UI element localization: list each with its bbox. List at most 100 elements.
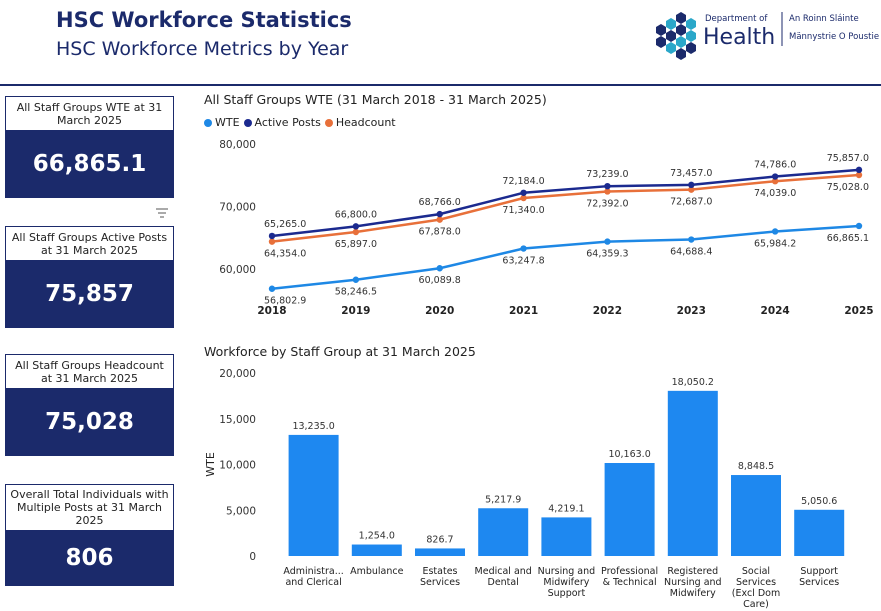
data-label: 75,028.0 (827, 182, 869, 193)
x-tick-label: Medical and (475, 566, 532, 577)
logo-health: Health (703, 25, 775, 50)
data-point[interactable] (352, 276, 360, 283)
x-tick-label: 2025 (844, 305, 873, 317)
x-tick-label: Professional (601, 566, 658, 577)
series-line-active-posts (271, 168, 860, 238)
data-label: 64,688.4 (670, 247, 712, 258)
bar[interactable] (667, 390, 718, 556)
header-divider (0, 84, 881, 86)
x-tick-label: Estates (422, 566, 457, 577)
kpi-label: Overall Total Individuals with Multiple … (5, 484, 174, 530)
data-point[interactable] (771, 173, 779, 180)
x-tick-label: Nursing and (664, 577, 722, 588)
kpi-value: 806 (5, 530, 174, 586)
y-tick-label: 0 (249, 551, 256, 563)
bar[interactable] (478, 508, 529, 556)
data-label: 64,359.3 (586, 249, 628, 260)
data-label: 4,219.1 (548, 503, 584, 514)
bar[interactable] (541, 517, 592, 556)
y-tick-label: 10,000 (219, 460, 256, 472)
data-point[interactable] (688, 181, 695, 189)
kpi-card-wte: All Staff Groups WTE at 31 March 2025 66… (5, 96, 174, 198)
x-tick-label: 2019 (341, 305, 370, 317)
kpi-label: All Staff Groups Headcount at 31 March 2… (5, 354, 174, 388)
data-label: 75,857.0 (827, 153, 869, 164)
y-tick-label: 5,000 (226, 505, 256, 517)
bar[interactable] (794, 509, 845, 556)
x-tick-label: 2020 (425, 305, 454, 317)
x-tick-label: Services (736, 577, 776, 588)
data-point[interactable] (520, 194, 527, 202)
department-of-health-logo: Department of Health An Roinn Sláinte Mä… (656, 12, 879, 60)
data-label: 66,865.1 (827, 233, 869, 244)
filter-icon[interactable] (156, 208, 168, 218)
page-subtitle: HSC Workforce Metrics by Year (56, 38, 349, 60)
data-point[interactable] (352, 223, 360, 230)
data-label: 74,786.0 (754, 160, 796, 171)
legend-dot-icon (324, 118, 333, 127)
series-line-wte (271, 224, 860, 290)
logo-irish: An Roinn Sláinte (789, 14, 859, 24)
kpi-card-multiple-posts: Overall Total Individuals with Multiple … (5, 484, 174, 586)
legend-dot-icon (204, 118, 212, 127)
data-point[interactable] (268, 238, 276, 245)
bar[interactable] (731, 475, 781, 556)
x-tick-label: Midwifery (670, 588, 716, 599)
data-point[interactable] (855, 222, 863, 230)
data-point[interactable] (436, 216, 443, 223)
data-point[interactable] (855, 166, 863, 174)
data-point[interactable] (771, 177, 779, 185)
data-label: 5,050.6 (801, 496, 837, 507)
data-point[interactable] (520, 245, 527, 252)
y-tick-label: 80,000 (219, 139, 256, 151)
y-tick-label: 70,000 (219, 201, 256, 213)
x-tick-label: Services (420, 577, 460, 588)
data-point[interactable] (604, 188, 611, 195)
data-point[interactable] (604, 182, 611, 190)
data-point[interactable] (268, 285, 276, 292)
bar[interactable] (288, 434, 339, 556)
data-label: 73,239.0 (586, 169, 628, 180)
x-tick-label: Administra... (283, 566, 343, 577)
bar[interactable] (604, 463, 655, 556)
line-chart-title: All Staff Groups WTE (31 March 2018 - 31… (204, 92, 547, 107)
data-label: 1,254.0 (359, 531, 395, 542)
data-label: 58,246.5 (335, 287, 377, 298)
data-point[interactable] (688, 186, 695, 193)
legend-label: WTE (215, 116, 240, 129)
data-label: 72,392.0 (586, 198, 628, 209)
data-label: 65,984.2 (754, 238, 796, 249)
data-label: 72,184.0 (502, 176, 544, 187)
line-chart-legend: WTE Active Posts Headcount (204, 116, 400, 129)
bar-chart-title: Workforce by Staff Group at 31 March 202… (204, 344, 476, 359)
kpi-label: All Staff Groups WTE at 31 March 2025 (5, 96, 174, 130)
legend-item-headcount[interactable]: Headcount (324, 116, 396, 129)
x-tick-label: Nursing and (538, 566, 596, 577)
x-tick-label: Midwifery (543, 577, 589, 588)
data-point[interactable] (436, 210, 443, 218)
legend-dot-icon (243, 118, 252, 127)
data-point[interactable] (771, 228, 779, 235)
bar[interactable] (351, 544, 402, 556)
hexagon-cluster-icon (656, 12, 696, 60)
data-point[interactable] (268, 232, 276, 240)
y-tick-label: 20,000 (219, 368, 256, 380)
legend-item-active-posts[interactable]: Active Posts (243, 116, 321, 129)
bar[interactable] (415, 548, 465, 556)
data-point[interactable] (688, 236, 695, 243)
logo-ulster-scots: Männystrie O Poustie (789, 32, 879, 42)
data-point[interactable] (604, 238, 611, 245)
x-tick-label: Services (799, 577, 839, 588)
kpi-card-headcount: All Staff Groups Headcount at 31 March 2… (5, 354, 174, 456)
data-label: 60,089.8 (419, 275, 461, 286)
logo-dept-of: Department of (705, 14, 768, 24)
x-tick-label: & Technical (603, 577, 657, 588)
data-point[interactable] (520, 189, 527, 196)
data-point[interactable] (855, 171, 863, 179)
line-chart: 60,000 70,000 80,000 2018 2019 2020 2021 2022 20… (219, 139, 873, 317)
data-point[interactable] (436, 265, 443, 272)
data-label: 65,897.0 (335, 239, 377, 250)
data-point[interactable] (352, 228, 360, 236)
kpi-label: All Staff Groups Active Posts at 31 Marc… (5, 226, 174, 260)
legend-item-wte[interactable]: WTE (204, 116, 240, 129)
